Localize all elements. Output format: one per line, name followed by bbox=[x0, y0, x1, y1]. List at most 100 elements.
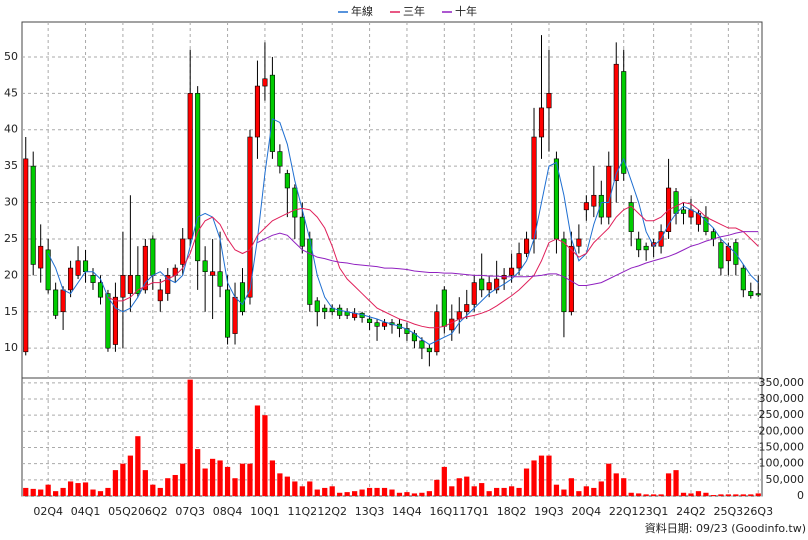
volume-bar bbox=[352, 491, 358, 496]
volume-bar bbox=[135, 436, 141, 496]
volume-bar bbox=[426, 491, 432, 496]
ma-line bbox=[107, 202, 759, 329]
volume-bar bbox=[217, 460, 223, 496]
y2-tick-label: 50,000 bbox=[766, 473, 805, 486]
candle-body bbox=[292, 187, 298, 218]
x-tick-label: 13Q3 bbox=[355, 505, 385, 518]
candle-body bbox=[441, 289, 447, 327]
candle-body bbox=[628, 202, 634, 232]
candle-body bbox=[97, 282, 104, 298]
candle-body bbox=[680, 209, 687, 214]
x-tick-label: 17Q1 bbox=[459, 505, 489, 518]
volume-bar bbox=[688, 493, 694, 496]
candle-body bbox=[112, 296, 118, 345]
volume-bar bbox=[411, 493, 418, 496]
volume-bar bbox=[710, 495, 717, 496]
volume-bar bbox=[224, 466, 231, 496]
volume-bar bbox=[269, 460, 276, 496]
legend-label: 三年 bbox=[403, 4, 425, 18]
volume-bar bbox=[740, 494, 746, 496]
candle-body bbox=[561, 238, 567, 313]
volume-bar bbox=[561, 489, 567, 496]
volume-bar bbox=[38, 489, 44, 496]
volume-bar bbox=[67, 481, 74, 496]
volume-bar bbox=[434, 479, 440, 496]
volume-bar bbox=[299, 486, 305, 496]
volume-bar bbox=[508, 486, 515, 496]
volume-bar bbox=[322, 487, 328, 496]
candle-body bbox=[568, 245, 574, 313]
candle-body bbox=[643, 245, 649, 251]
y-tick-label: 40 bbox=[4, 123, 18, 136]
candle-body bbox=[591, 194, 597, 207]
candle-body bbox=[434, 311, 440, 353]
candle-body bbox=[187, 93, 193, 240]
x-tick-label: 02Q4 bbox=[33, 505, 63, 518]
volume-bar bbox=[673, 470, 679, 496]
volume-bar bbox=[665, 473, 672, 496]
volume-bar bbox=[90, 489, 96, 496]
volume-bar bbox=[82, 482, 89, 496]
volume-bar bbox=[464, 476, 470, 496]
volume-bar bbox=[187, 379, 193, 496]
volume-bar bbox=[45, 484, 51, 496]
x-tick-label: 14Q4 bbox=[392, 505, 422, 518]
volume-bar bbox=[142, 470, 148, 496]
candle-body bbox=[740, 267, 746, 291]
volume-bar bbox=[643, 494, 649, 496]
candle-body bbox=[142, 245, 148, 291]
volume-bar bbox=[180, 463, 186, 496]
x-tick-label: 10Q1 bbox=[250, 505, 280, 518]
volume-bar bbox=[239, 463, 246, 496]
candle-body bbox=[456, 311, 462, 320]
volume-bar bbox=[75, 483, 81, 496]
volume-bar bbox=[651, 494, 657, 496]
candle-body bbox=[449, 318, 455, 331]
candle-body bbox=[284, 173, 290, 189]
candle-body bbox=[531, 136, 537, 240]
x-tick-label: 20Q4 bbox=[572, 505, 602, 518]
volume-bar bbox=[621, 478, 627, 496]
candle-body bbox=[636, 238, 642, 251]
candle-body bbox=[576, 238, 582, 247]
candle-body bbox=[53, 289, 59, 316]
candle-body bbox=[374, 322, 380, 327]
candle-body bbox=[381, 322, 388, 327]
candle-body bbox=[524, 238, 530, 254]
volume-bar bbox=[658, 494, 664, 496]
x-tick-label: 16Q1 bbox=[429, 505, 459, 518]
volume-bar bbox=[232, 478, 238, 496]
x-tick-label: 08Q4 bbox=[213, 505, 243, 518]
volume-bar bbox=[523, 468, 530, 496]
y-tick-label: 10 bbox=[4, 341, 18, 354]
candle-body bbox=[105, 293, 111, 349]
candle-body bbox=[509, 267, 515, 276]
volume-bar bbox=[486, 491, 492, 496]
volume-bar bbox=[329, 486, 335, 496]
volume-bar bbox=[748, 494, 754, 496]
candle-body bbox=[367, 318, 373, 323]
volume-bar bbox=[680, 492, 687, 496]
volume-bar bbox=[307, 481, 313, 496]
volume-bar bbox=[695, 491, 702, 496]
volume-bar bbox=[516, 487, 522, 496]
volume-bar bbox=[172, 474, 178, 496]
candle-body bbox=[621, 71, 627, 174]
volume-bar bbox=[381, 487, 388, 496]
volume-bar bbox=[471, 486, 477, 496]
volume-bar bbox=[576, 491, 582, 496]
candle-body bbox=[262, 78, 268, 87]
y-tick-label: 15 bbox=[4, 305, 18, 318]
candle-body bbox=[419, 340, 425, 349]
volume-bar bbox=[636, 493, 642, 496]
candle-body bbox=[538, 107, 545, 138]
volume-bar bbox=[591, 487, 597, 496]
volume-bar bbox=[262, 415, 268, 496]
y2-tick-label: 0 bbox=[797, 489, 804, 502]
volume-bar bbox=[441, 466, 447, 496]
y-tick-label: 25 bbox=[4, 232, 18, 245]
y-tick-label: 20 bbox=[4, 268, 18, 281]
volume-bar bbox=[314, 489, 320, 496]
volume-bar bbox=[30, 488, 36, 496]
